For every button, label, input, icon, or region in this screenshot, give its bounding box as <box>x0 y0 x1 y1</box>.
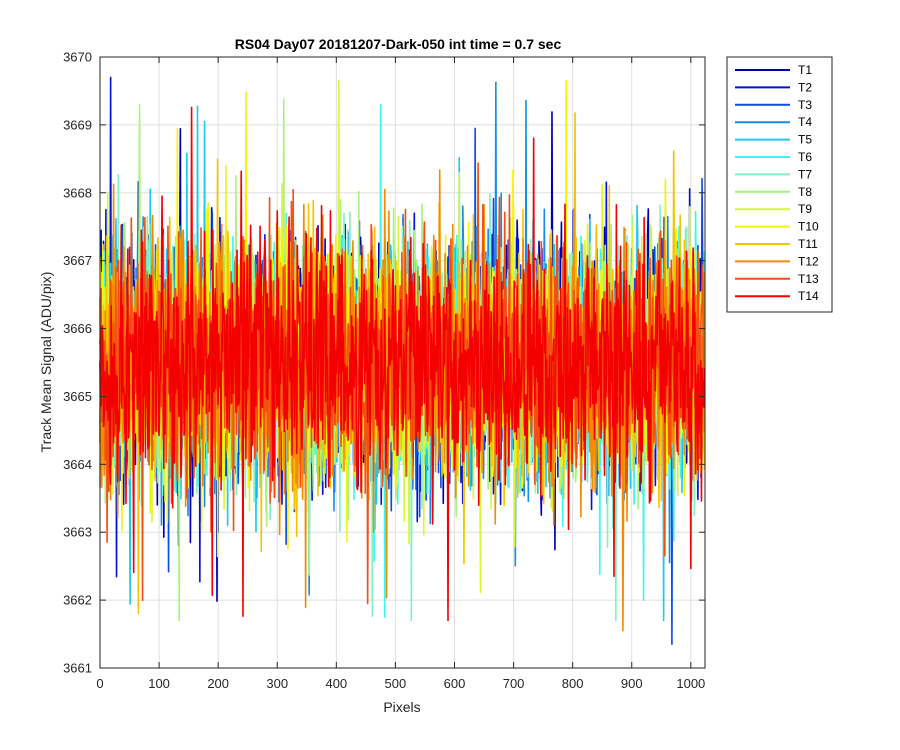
y-tick-label-4: 3665 <box>63 389 92 404</box>
legend-label-t5: T5 <box>798 133 812 147</box>
legend-label-t11: T11 <box>798 237 818 251</box>
x-tick-label-3: 300 <box>266 676 288 691</box>
legend-label-t3: T3 <box>798 98 812 112</box>
legend-label-t6: T6 <box>798 150 812 164</box>
legend-label-t12: T12 <box>798 254 819 268</box>
legend-label-t13: T13 <box>798 272 819 286</box>
chart-title: RS04 Day07 20181207-Dark-050 int time = … <box>235 36 562 52</box>
x-tick-label-8: 800 <box>562 676 584 691</box>
y-tick-label-3: 3664 <box>63 457 92 472</box>
legend-label-t8: T8 <box>798 185 812 199</box>
legend-label-t14: T14 <box>798 289 819 303</box>
x-tick-label-2: 200 <box>207 676 229 691</box>
legend-label-t10: T10 <box>798 220 819 234</box>
x-tick-label-6: 600 <box>444 676 466 691</box>
legend-label-t4: T4 <box>798 115 812 129</box>
x-tick-label-5: 500 <box>385 676 407 691</box>
y-tick-label-9: 3670 <box>63 50 92 65</box>
x-axis: 0 100 200 300 400 500 600 700 800 900 1000 <box>96 57 705 691</box>
series-line-t14 <box>99 106 706 622</box>
y-tick-label-7: 3668 <box>63 185 92 200</box>
series-layer <box>99 76 706 646</box>
plot-frame <box>99 56 706 669</box>
x-axis-label: Pixels <box>383 699 420 715</box>
legend-label-t7: T7 <box>798 167 812 181</box>
x-tick-label-0: 0 <box>96 676 103 691</box>
y-tick-label-2: 3663 <box>63 525 92 540</box>
y-axis-label: Track Mean Signal (ADU/pix) <box>38 272 54 453</box>
legend-label-t2: T2 <box>798 80 812 94</box>
legend-box <box>726 56 833 313</box>
x-tick-label-7: 700 <box>503 676 525 691</box>
x-tick-label-9: 900 <box>621 676 643 691</box>
legend-label-t9: T9 <box>798 202 812 216</box>
y-tick-label-0: 3661 <box>63 661 92 676</box>
x-tick-label-1: 100 <box>148 676 170 691</box>
legend-label-t1: T1 <box>798 63 812 77</box>
x-tick-label-4: 400 <box>325 676 347 691</box>
y-tick-label-5: 3666 <box>63 321 92 336</box>
y-tick-label-6: 3667 <box>63 253 92 268</box>
y-tick-label-1: 3662 <box>63 593 92 608</box>
y-axis: 3661 3662 3663 3664 3665 3666 3667 3668 3669 3670 <box>63 50 705 676</box>
legend: T1 T2 T3 T4 T5 T6 T7 T8 T9 T10 T11 T12 T13 T14 <box>726 56 833 313</box>
y-tick-label-8: 3669 <box>63 117 92 132</box>
x-tick-label-10: 1000 <box>676 676 705 691</box>
